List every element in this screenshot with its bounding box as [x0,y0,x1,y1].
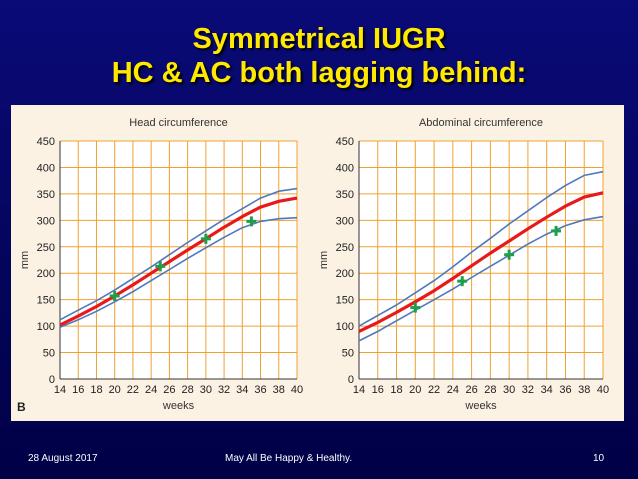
growth-charts-figure: B 14 16 18 20 22 24 26 28 30 32 34 36 38 40 0 50 100 150 2… [11,105,624,421]
y-tick-label: 450 [336,136,354,148]
chart-title: Abdominal circumference [419,117,543,129]
y-tick-label: 150 [37,295,55,307]
y-tick-label: 400 [336,162,354,174]
y-tick-label: 300 [336,215,354,227]
y-tick-label: 50 [43,348,55,360]
x-axis-label: weeks [464,400,497,412]
x-tick-label: 28 [484,384,496,396]
x-axis-label: weeks [162,400,195,412]
x-tick-label: 38 [273,384,285,396]
x-tick-label: 34 [541,384,553,396]
y-tick-label: 50 [342,348,354,360]
slide-title-line-2: HC & AC both lagging behind: [111,57,527,89]
patient-marker [551,225,562,236]
growth-charts-svg: B 14 16 18 20 22 24 26 28 30 32 34 36 38 400501001502… [17,117,609,414]
x-tick-label: 20 [109,384,121,396]
y-tick-label: 100 [37,321,55,333]
y-tick-label: 200 [336,268,354,280]
x-tick-label: 20 [409,384,421,396]
patient-marker [109,290,120,301]
x-tick-label: 14 [54,384,66,396]
x-tick-label: 36 [254,384,266,396]
x-tick-label: 24 [145,384,157,396]
patient-marker [410,302,421,313]
x-tick-label: 18 [90,384,102,396]
x-tick-label: 32 [522,384,534,396]
x-tick-label: 28 [181,384,193,396]
x-tick-label: 22 [428,384,440,396]
y-tick-label: 0 [49,374,55,386]
patient-marker [155,261,166,272]
x-tick-label: 40 [597,384,609,396]
y-axis-label: mm [19,251,31,269]
x-tick-label: 16 [372,384,384,396]
series-line-median [59,196,298,327]
plot-area [60,141,297,379]
x-tick-label: 30 [503,384,515,396]
y-axis-label: mm [318,251,330,269]
chart-1: 14 16 18 20 22 24 26 28 30 32 34 36 38 40050100150200… [19,117,303,412]
x-tick-label: 26 [465,384,477,396]
y-tick-label: 350 [37,189,55,201]
x-tick-label: 18 [390,384,402,396]
y-tick-label: 350 [336,189,354,201]
x-tick-label: 22 [127,384,139,396]
x-tick-label: 32 [218,384,230,396]
slide-title-line-1: Symmetrical IUGR [192,23,446,55]
chart-title: Head circumference [129,117,227,129]
patient-marker [200,233,211,244]
y-tick-label: 400 [37,162,55,174]
y-tick-label: 0 [348,374,354,386]
x-tick-label: 36 [559,384,571,396]
x-tick-label: 14 [353,384,365,396]
x-tick-label: 30 [200,384,212,396]
x-tick-label: 24 [447,384,459,396]
x-tick-label: 26 [163,384,175,396]
series-line-median [358,191,604,333]
series-line-lower [59,216,298,328]
figure-label: B [17,400,26,414]
footer-text: May All Be Happy & Healthy. [225,453,353,464]
patient-marker [504,249,515,260]
series-line-lower [358,215,604,342]
y-tick-label: 300 [37,215,55,227]
footer-date: 28 August 2017 [28,453,98,464]
x-tick-label: 16 [72,384,84,396]
x-tick-label: 38 [578,384,590,396]
y-tick-label: 250 [37,242,55,254]
y-tick-label: 450 [37,136,55,148]
y-tick-label: 200 [37,268,55,280]
series-line-upper [358,170,604,327]
y-tick-label: 100 [336,321,354,333]
y-tick-label: 250 [336,242,354,254]
x-tick-label: 40 [291,384,303,396]
patient-marker [457,276,468,287]
patient-marker [246,216,257,227]
page-number: 10 [593,453,605,464]
series-line-upper [59,187,298,321]
x-tick-label: 34 [236,384,248,396]
y-tick-label: 150 [336,295,354,307]
chart-2: 14 16 18 20 22 24 26 28 30 32 34 36 38 40050100150200… [318,117,609,412]
